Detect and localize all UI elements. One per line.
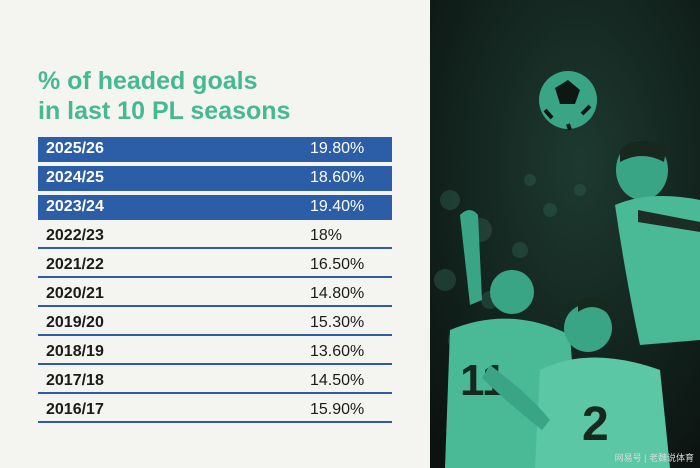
headed-goals-value: 16.50% (310, 256, 365, 273)
headed-goals-value: 18% (310, 227, 343, 244)
season-label: 2023/24 (46, 198, 104, 215)
title-line-2: in last 10 PL seasons (38, 97, 291, 125)
season-label: 2020/21 (46, 285, 104, 302)
headed-goals-value: 13.60% (310, 343, 365, 360)
table-row: 2025/26 19.80% (38, 137, 392, 162)
football (539, 71, 597, 131)
table-row: 2021/22 16.50% (38, 253, 392, 278)
table-row: 2020/21 14.80% (38, 282, 392, 307)
headed-goals-value: 19.80% (310, 140, 365, 157)
season-label: 2017/18 (46, 372, 104, 389)
headed-goals-value: 14.80% (310, 285, 365, 302)
headed-goals-value: 14.50% (310, 372, 365, 389)
player-center: 2 (482, 296, 670, 468)
season-label: 2024/25 (46, 169, 104, 186)
table-panel: % of headed goals in last 10 PL seasons … (38, 66, 392, 427)
table-row: 2019/20 15.30% (38, 311, 392, 336)
season-label: 2025/26 (46, 140, 104, 157)
svg-text:2: 2 (582, 398, 609, 451)
watermark: 网易号 | 老魏说体育 (614, 453, 694, 463)
headed-goals-value: 15.90% (310, 401, 365, 418)
headed-goals-value: 18.60% (310, 169, 365, 186)
table-row: 2024/25 18.60% (38, 166, 392, 191)
football-photo: 11 2 网易号 | 老魏说体育 (430, 0, 700, 468)
table-row: 2022/23 18% (38, 224, 392, 249)
season-label: 2021/22 (46, 256, 104, 273)
season-label: 2016/17 (46, 401, 104, 418)
season-label: 2022/23 (46, 227, 104, 244)
table-row: 2018/19 13.60% (38, 340, 392, 365)
chart-title: % of headed goals in last 10 PL seasons (38, 66, 290, 126)
photo-illustration: 11 2 (430, 0, 700, 468)
headed-goals-value: 15.30% (310, 314, 365, 331)
season-label: 2019/20 (46, 314, 104, 331)
headed-goals-value: 19.40% (310, 198, 365, 215)
table-row: 2023/24 19.40% (38, 195, 392, 220)
table-row: 2017/18 14.50% (38, 369, 392, 394)
season-table: 2025/26 19.80% 2024/25 18.60% 2023/24 19.40% 2… (38, 137, 392, 427)
season-label: 2018/19 (46, 343, 104, 360)
table-row: 2016/17 15.90% (38, 398, 392, 423)
player-heading (615, 140, 700, 345)
title-line-1: % of headed goals (38, 67, 258, 95)
